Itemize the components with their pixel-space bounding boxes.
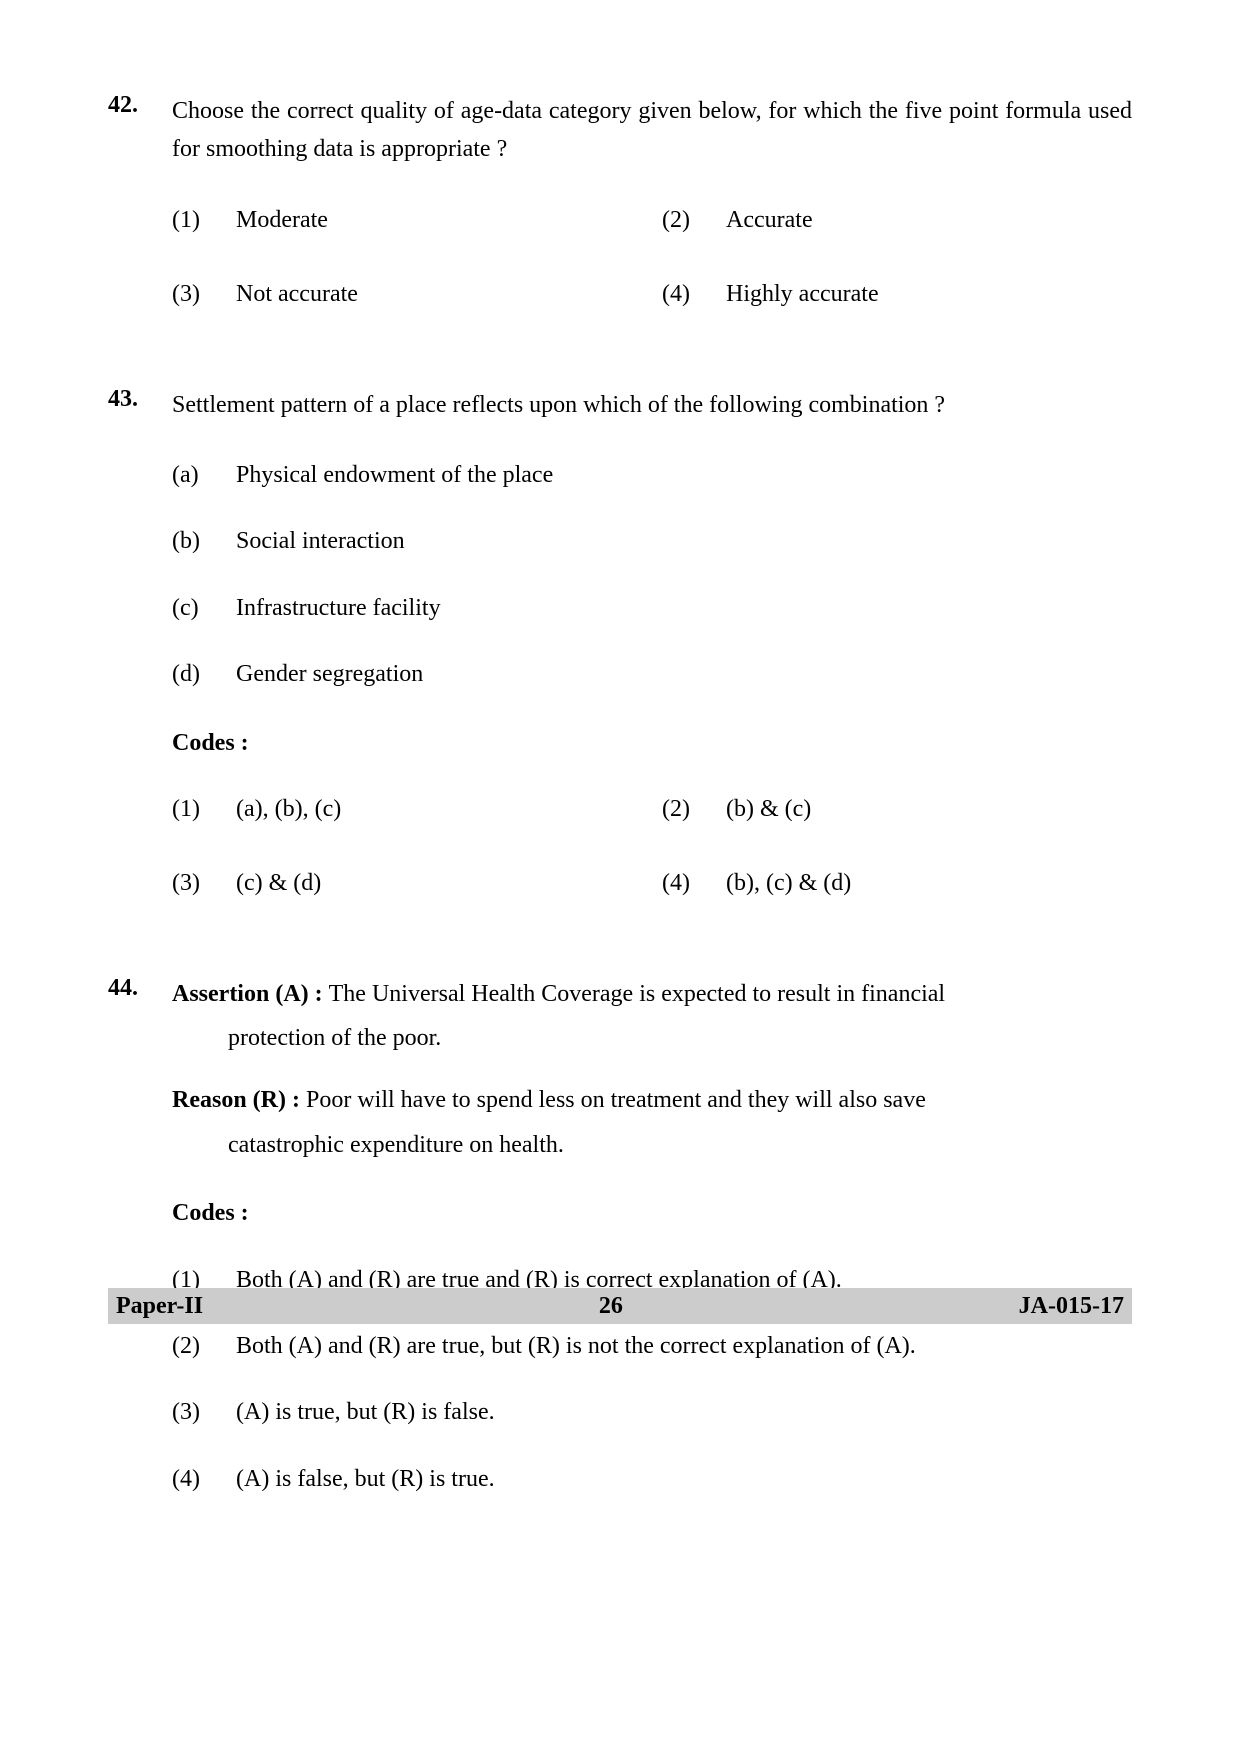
stem-marker: (c) xyxy=(172,589,236,627)
footer-left: Paper-II xyxy=(116,1293,203,1320)
option-text: (A) is false, but (R) is true. xyxy=(236,1460,1132,1498)
option-1: (1) Moderate xyxy=(172,201,642,239)
option-2: (2) Accurate xyxy=(662,201,1132,239)
footer-bar: Paper-II 26 JA-015-17 xyxy=(108,1288,1132,1324)
option-text: Accurate xyxy=(726,201,1132,239)
option-marker: (2) xyxy=(662,201,726,239)
option-marker: (3) xyxy=(172,275,236,313)
option-marker: (3) xyxy=(172,1393,236,1431)
assertion-text-line1: The Universal Health Coverage is expecte… xyxy=(329,981,945,1007)
option-text: (b) & (c) xyxy=(726,790,1132,828)
option-3: (3) Not accurate xyxy=(172,275,642,313)
stem-c: (c) Infrastructure facility xyxy=(172,589,1132,627)
option-text: Moderate xyxy=(236,201,642,239)
stem-marker: (b) xyxy=(172,522,236,560)
option-2: (2) Both (A) and (R) are true, but (R) i… xyxy=(172,1327,1132,1365)
option-marker: (4) xyxy=(172,1460,236,1498)
reason-text-line1: Poor will have to spend less on treatmen… xyxy=(306,1087,926,1113)
question-row: 42. Choose the correct quality of age-da… xyxy=(108,92,1132,314)
reason-block: Reason (R) : Poor will have to spend les… xyxy=(172,1081,1132,1164)
stem-text: Social interaction xyxy=(236,522,1132,560)
stem-marker: (a) xyxy=(172,456,236,494)
footer-right: JA-015-17 xyxy=(1019,1293,1124,1320)
option-4: (4) (A) is false, but (R) is true. xyxy=(172,1460,1132,1498)
option-text: (c) & (d) xyxy=(236,864,642,902)
stem-b: (b) Social interaction xyxy=(172,522,1132,560)
option-marker: (2) xyxy=(172,1327,236,1365)
question-body: Assertion (A) : The Universal Health Cov… xyxy=(172,975,1132,1499)
question-44: 44. Assertion (A) : The Universal Health… xyxy=(108,975,1132,1499)
option-text: Not accurate xyxy=(236,275,642,313)
question-body: Settlement pattern of a place reflects u… xyxy=(172,386,1132,903)
stem-text: Physical endowment of the place xyxy=(236,456,1132,494)
assertion-block: Assertion (A) : The Universal Health Cov… xyxy=(172,975,1132,1058)
reason-label: Reason (R) : xyxy=(172,1087,306,1113)
question-body: Choose the correct quality of age-data c… xyxy=(172,92,1132,314)
stem-items: (a) Physical endowment of the place (b) … xyxy=(172,456,1132,694)
option-marker: (4) xyxy=(662,275,726,313)
assertion-label: Assertion (A) : xyxy=(172,981,329,1007)
options-grid: (1) (a), (b), (c) (2) (b) & (c) (3) (c) … xyxy=(172,790,1132,903)
option-text: Highly accurate xyxy=(726,275,1132,313)
question-row: 43. Settlement pattern of a place reflec… xyxy=(108,386,1132,903)
option-text: (b), (c) & (d) xyxy=(726,864,1132,902)
question-number: 42. xyxy=(108,92,172,119)
question-43: 43. Settlement pattern of a place reflec… xyxy=(108,386,1132,903)
option-marker: (1) xyxy=(172,201,236,239)
option-text: Both (A) and (R) are true, but (R) is no… xyxy=(236,1327,1132,1365)
option-4: (4) Highly accurate xyxy=(662,275,1132,313)
option-marker: (4) xyxy=(662,864,726,902)
option-marker: (3) xyxy=(172,864,236,902)
question-number: 43. xyxy=(108,386,172,413)
option-1: (1) (a), (b), (c) xyxy=(172,790,642,828)
stem-a: (a) Physical endowment of the place xyxy=(172,456,1132,494)
codes-label: Codes : xyxy=(172,724,1132,762)
question-number: 44. xyxy=(108,975,172,1002)
option-2: (2) (b) & (c) xyxy=(662,790,1132,828)
assertion-text-line2: protection of the poor. xyxy=(172,1019,1132,1057)
stem-marker: (d) xyxy=(172,655,236,693)
footer-page-number: 26 xyxy=(203,1293,1019,1320)
option-text: (a), (b), (c) xyxy=(236,790,642,828)
options-grid: (1) Moderate (2) Accurate (3) Not accura… xyxy=(172,201,1132,314)
codes-label: Codes : xyxy=(172,1194,1132,1232)
page-content: 42. Choose the correct quality of age-da… xyxy=(0,0,1240,1498)
stem-d: (d) Gender segregation xyxy=(172,655,1132,693)
option-marker: (1) xyxy=(172,790,236,828)
option-4: (4) (b), (c) & (d) xyxy=(662,864,1132,902)
question-42: 42. Choose the correct quality of age-da… xyxy=(108,92,1132,314)
question-text: Choose the correct quality of age-data c… xyxy=(172,92,1132,169)
option-text: (A) is true, but (R) is false. xyxy=(236,1393,1132,1431)
stem-text: Infrastructure facility xyxy=(236,589,1132,627)
question-row: 44. Assertion (A) : The Universal Health… xyxy=(108,975,1132,1499)
stem-text: Gender segregation xyxy=(236,655,1132,693)
question-text: Settlement pattern of a place reflects u… xyxy=(172,386,1132,424)
option-3: (3) (A) is true, but (R) is false. xyxy=(172,1393,1132,1431)
option-marker: (2) xyxy=(662,790,726,828)
reason-text-line2: catastrophic expenditure on health. xyxy=(172,1126,1132,1164)
option-3: (3) (c) & (d) xyxy=(172,864,642,902)
